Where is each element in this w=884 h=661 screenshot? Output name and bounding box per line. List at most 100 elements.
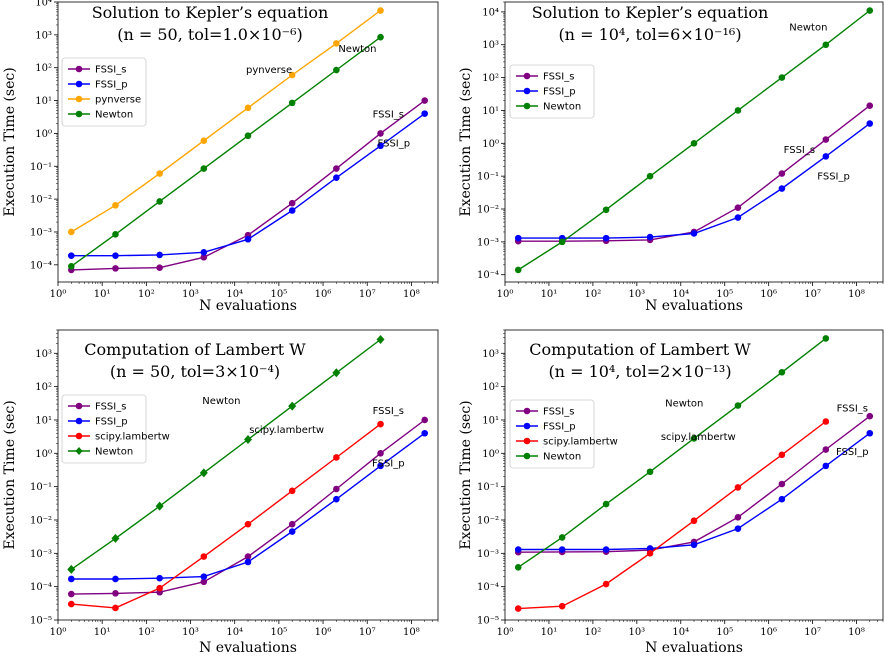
data-point: [866, 120, 874, 127]
series-line: [517, 337, 827, 568]
data-point: [156, 264, 163, 271]
legend-label: FSSI_s: [95, 402, 126, 413]
data-point: [822, 153, 830, 160]
chart-panel-4: 10⁰ 10¹ 10² 10³ 10⁴ 10⁵ 10⁶ 10⁷ 10⁸ 10⁻⁵ 10⁻⁴ 10⁻³ 1…: [458, 329, 884, 656]
data-point: [734, 514, 742, 521]
y-tick-label: 10¹: [482, 415, 499, 426]
legend-label: FSSI_p: [543, 87, 576, 98]
x-tick-label: 10⁵: [271, 627, 288, 638]
data-point: [558, 238, 566, 246]
legend-label: FSSI_s: [95, 65, 126, 76]
data-point: [690, 230, 698, 237]
annotation-label: FSSI_s: [373, 110, 404, 121]
data-point: [690, 517, 698, 525]
data-point: [646, 550, 654, 557]
x-tick-label: 10⁵: [716, 627, 733, 638]
data-point: [558, 546, 566, 553]
y-tick-label: 10⁻³: [30, 549, 52, 560]
x-tick-label: 10³: [628, 627, 645, 638]
annotation-label: Newton: [338, 44, 376, 55]
data-point: [421, 110, 429, 117]
data-point: [602, 580, 610, 588]
chart-title: Computation of Lambert W: [84, 340, 306, 359]
data-point: [866, 429, 874, 437]
data-point: [288, 401, 297, 411]
data-point: [421, 97, 429, 104]
data-point: [244, 553, 252, 560]
y-tick-label: 10³: [482, 349, 499, 360]
y-tick-label: 10⁻¹: [30, 162, 52, 173]
series-line: [518, 420, 827, 610]
data-point: [156, 584, 163, 592]
x-tick-label: 10⁶: [760, 627, 777, 638]
legend-marker: [523, 452, 531, 460]
data-point: [156, 574, 163, 582]
legend: FSSI_s FSSI_p Newton: [509, 64, 595, 119]
legend-label: FSSI_p: [95, 80, 128, 91]
data-point: [690, 541, 698, 549]
data-point: [646, 233, 654, 241]
data-point: [333, 485, 340, 493]
data-point: [866, 412, 874, 420]
data-point: [112, 575, 119, 583]
legend-label: FSSI_p: [95, 417, 128, 428]
data-point: [156, 251, 163, 259]
series-newton: [514, 7, 874, 274]
legend-label: pynverse: [95, 95, 141, 106]
x-axis-label: N evaluations: [645, 640, 743, 656]
y-tick-label: 10⁻⁴: [30, 260, 52, 271]
legend-label: FSSI_s: [543, 407, 574, 418]
data-point: [244, 434, 252, 444]
data-point: [377, 450, 384, 457]
x-tick-label: 10⁰: [50, 289, 67, 300]
data-point: [514, 234, 522, 242]
data-point: [112, 201, 119, 209]
y-tick-label: 10⁴: [35, 0, 52, 9]
data-point: [646, 545, 654, 552]
series-fssi-p: [67, 429, 429, 583]
x-tick-label: 10²: [138, 289, 155, 300]
data-point: [514, 564, 522, 571]
chart-panel-3: 10⁰ 10¹ 10² 10³ 10⁴ 10⁵ 10⁶ 10⁷ 10⁸ 10⁻⁵ 10⁻⁴ 10⁻³ 1…: [2, 329, 439, 656]
x-tick-label: 10⁷: [804, 627, 821, 638]
y-tick-label: 10³: [482, 40, 499, 51]
data-point: [778, 185, 786, 192]
data-point: [690, 140, 698, 147]
data-point: [200, 253, 208, 261]
y-tick-label: 10²: [482, 73, 499, 84]
legend-marker: [523, 72, 531, 80]
y-tick-label: 10¹: [35, 415, 52, 426]
x-tick-label: 10¹: [541, 627, 558, 638]
x-tick-label: 10¹: [94, 627, 111, 638]
data-point: [514, 605, 522, 612]
x-tick-label: 10⁸: [403, 627, 420, 638]
y-tick-label: 10⁰: [482, 139, 499, 150]
data-point: [67, 575, 75, 583]
chart-subtitle: (n = 50, tol=1.0×10⁻⁶): [117, 25, 303, 44]
y-tick-label: 10⁻²: [477, 205, 499, 216]
x-axis-label: N evaluations: [199, 298, 297, 314]
y-tick-label: 10⁻³: [477, 549, 499, 560]
x-tick-label: 10¹: [94, 289, 111, 300]
data-point: [244, 235, 252, 243]
data-point: [333, 165, 340, 172]
data-point: [734, 484, 742, 491]
x-tick-label: 10⁴: [226, 289, 243, 300]
series-newton: [514, 335, 830, 571]
y-tick-label: 10⁰: [35, 129, 52, 140]
data-point: [155, 501, 164, 511]
data-point: [244, 558, 252, 566]
data-point: [558, 602, 566, 610]
data-point: [558, 534, 566, 541]
legend-marker: [523, 87, 531, 95]
data-point: [377, 33, 384, 41]
data-point: [112, 590, 119, 597]
annotation-label: scipy.lambertw: [661, 432, 736, 443]
legend-label: Newton: [543, 102, 581, 113]
x-tick-label: 10²: [585, 627, 602, 638]
x-tick-label: 10⁵: [716, 289, 733, 300]
y-axis-label: Execution Time (sec): [2, 400, 18, 549]
data-point: [67, 600, 75, 608]
y-tick-label: 10⁻³: [477, 237, 499, 248]
